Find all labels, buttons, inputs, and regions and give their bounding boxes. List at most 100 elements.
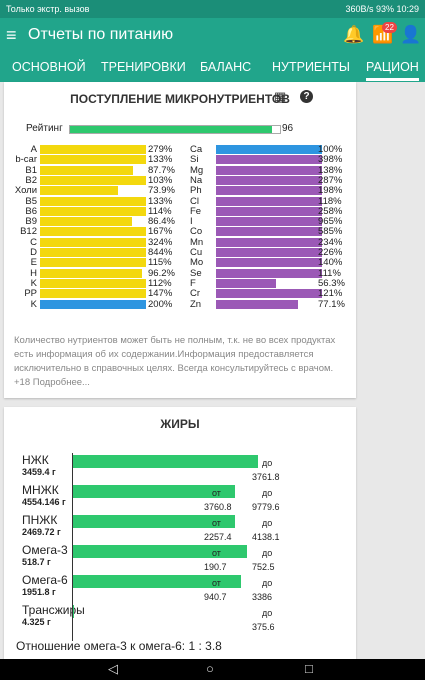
fat-to-label: до [262, 488, 273, 498]
fat-amount: 518.7 г [22, 557, 51, 567]
fat-from-label: от [212, 488, 221, 498]
vitamin-row: B9 86.4% [4, 216, 175, 228]
vitamin-bar [40, 237, 146, 247]
fat-bar [73, 605, 74, 618]
vitamin-row: B2 103% [4, 175, 174, 186]
fat-from-value: 2257.4 [204, 532, 232, 542]
mineral-row: Zn 77.1% [190, 299, 360, 310]
rating-label: Рейтинг [26, 123, 63, 134]
vitamin-row: K 200% [4, 299, 174, 310]
page-title: Отчеты по питанию [28, 26, 174, 43]
vitamin-bar [40, 289, 146, 299]
mineral-name: F [190, 277, 196, 289]
tab-nutrients[interactable]: НУТРИЕНТЫ [272, 60, 350, 74]
vitamin-name: B1 [25, 164, 37, 176]
mineral-bar [216, 237, 322, 247]
vitamin-bar [40, 165, 133, 175]
vitamin-name: E [30, 257, 37, 269]
vitamin-bar [40, 258, 146, 268]
omega-ratio: Отношение омега-3 к омега-6: 1 : 3.8 [16, 639, 222, 653]
mineral-name: Mn [190, 236, 204, 248]
mineral-bar [216, 145, 322, 154]
bell-icon[interactable]: 🔔 [343, 25, 365, 44]
help-icon[interactable]: ? [300, 90, 313, 103]
home-icon[interactable]: ○ [206, 661, 214, 676]
fat-amount: 3459.4 г [22, 467, 56, 477]
fat-to-value: 375.6 [252, 622, 275, 632]
tab-diet[interactable]: РАЦИОН [366, 60, 419, 81]
mineral-percent: 118% [318, 195, 342, 207]
tab-bar: ОСНОВНОЙ ТРЕНИРОВКИ БАЛАНС НУТРИЕНТЫ РАЦ… [0, 52, 425, 82]
mineral-bar [216, 268, 322, 278]
mineral-name: Ph [190, 185, 202, 197]
fat-to-label: до [262, 578, 273, 588]
mineral-percent: 56.3% [318, 277, 345, 289]
mineral-percent: 258% [318, 205, 343, 217]
menu-icon[interactable]: ≡ [6, 25, 17, 45]
fat-row: ПНЖК 2469.72 г от до 2257.4 4138.1 [14, 513, 354, 553]
vitamin-name: C [30, 236, 37, 248]
vitamin-row: C 324% [4, 237, 174, 248]
mineral-bar [216, 206, 322, 216]
recent-apps-icon[interactable]: □ [305, 661, 313, 676]
mineral-bar [216, 299, 298, 309]
vitamin-percent: 103% [148, 174, 173, 186]
vitamin-bar [40, 299, 146, 309]
mineral-row: I 965% [190, 216, 360, 227]
vitamin-percent: 844% [148, 247, 173, 258]
vitamin-row: PP 147% [4, 288, 174, 299]
mineral-percent: 585% [318, 226, 343, 238]
fat-axis [72, 483, 73, 521]
vitamin-name: B2 [25, 174, 37, 186]
fat-bar [73, 515, 236, 528]
vitamin-percent: 115% [148, 257, 172, 269]
mineral-bar [216, 165, 322, 175]
vitamin-percent: 324% [148, 236, 173, 248]
fat-row: НЖК 3459.4 г до 3761.8 [14, 453, 354, 493]
fat-to-value: 752.5 [252, 562, 275, 572]
tab-trainings[interactable]: ТРЕНИРОВКИ [101, 60, 186, 74]
vitamin-row: E 115% [4, 257, 174, 268]
mineral-row: Mg 138% [190, 165, 360, 176]
vitamin-row: K 112% [4, 278, 174, 289]
fat-from-value: 940.7 [204, 592, 227, 602]
back-icon[interactable]: ◁ [108, 661, 118, 676]
vitamin-percent: 73.9% [148, 185, 175, 197]
fat-from-label: от [212, 548, 221, 558]
mineral-row: Mo 140% [190, 257, 360, 268]
vitamin-percent: 112% [148, 277, 172, 289]
fat-amount: 4.325 г [22, 617, 51, 627]
vitamin-name: A [30, 144, 37, 155]
disclaimer-text[interactable]: Количество нутриентов может быть не полн… [14, 335, 336, 388]
fat-amount: 4554.146 г [22, 497, 66, 507]
fat-to-label: до [262, 518, 273, 528]
tab-main[interactable]: ОСНОВНОЙ [12, 60, 86, 74]
vitamin-name: PP [24, 288, 37, 300]
mineral-percent: 121% [318, 288, 343, 300]
fat-from-label: от [212, 578, 221, 588]
mineral-bar [216, 258, 322, 268]
fat-bar [73, 575, 241, 588]
vitamin-percent: 167% [148, 226, 173, 238]
vitamin-row: B6 114% [4, 206, 174, 217]
fat-to-value: 9779.6 [252, 502, 280, 512]
vitamin-name: D [30, 247, 37, 258]
mineral-percent: 140% [318, 257, 343, 269]
vitamin-name: B9 [25, 216, 37, 228]
mineral-percent: 198% [318, 185, 343, 197]
fat-axis [72, 603, 73, 641]
table-icon[interactable]: ▦ [274, 89, 287, 104]
vitamin-bar [40, 175, 146, 185]
mineral-name: I [190, 216, 193, 228]
status-right: 360B/s 93% 10:29 [345, 4, 419, 14]
fat-to-value: 4138.1 [252, 532, 280, 542]
mineral-bar [216, 248, 322, 257]
fat-to-label: до [262, 458, 273, 468]
mineral-percent: 965% [318, 216, 343, 228]
mineral-name: Mo [190, 257, 204, 269]
fat-name: НЖК [22, 453, 49, 467]
mineral-name: Mg [190, 164, 204, 176]
tab-balance[interactable]: БАЛАНС [200, 60, 252, 74]
person-icon[interactable]: 👤 [400, 25, 422, 44]
notification-badge: 22 [382, 22, 397, 33]
